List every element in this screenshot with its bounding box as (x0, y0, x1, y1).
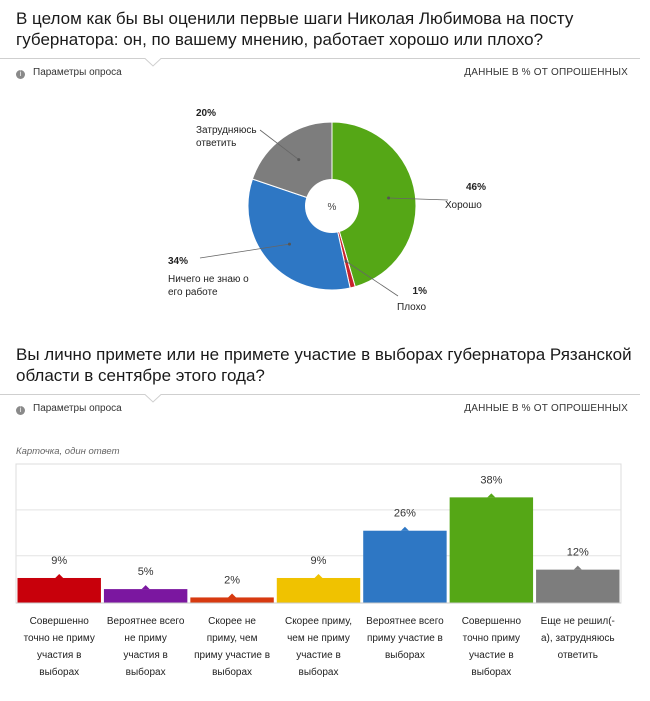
bar-category-label: выборах (299, 666, 339, 678)
bar-value-label: 9% (311, 555, 327, 567)
bar-value-label: 5% (138, 566, 154, 578)
bar-category-label: не приму (124, 633, 166, 644)
bar-category-label: участие в (469, 650, 514, 661)
bar (103, 589, 188, 603)
question1-title-line1: В целом как бы вы оценили первые шаги Ни… (16, 9, 574, 28)
bar-value-label: 26% (394, 508, 416, 520)
bar-category-label: точно приму (463, 633, 520, 644)
params-toggle[interactable]: Параметры опроса (33, 403, 122, 414)
bar-chart: 9% Совершенно точно не приму участия в выбор… (15, 463, 622, 678)
bar-marker (573, 565, 582, 570)
bar-value-label: 9% (51, 555, 67, 567)
bar-category-label: участие в (296, 650, 341, 661)
data-units-note: ДАННЫЕ В % ОТ ОПРОШЕННЫХ (464, 403, 628, 414)
bar-value-label: 38% (480, 474, 502, 486)
bar-category-label: Совершенно (462, 616, 522, 627)
bar-category-label: приму участие в (367, 633, 443, 644)
bar-category-label: выборах (126, 666, 166, 678)
bar-marker (314, 573, 323, 578)
chart-subcaption: Карточка, один ответ (16, 446, 120, 457)
bar-category-label: Совершенно (30, 616, 90, 627)
pie-slice-label: Плохо (397, 302, 426, 313)
pie-leader-line (345, 261, 399, 297)
bar-category-label: Еще не решил(- (541, 616, 615, 627)
bar-marker (55, 573, 64, 578)
data-units-note: ДАННЫЕ В % ОТ ОПРОШЕННЫХ (464, 67, 628, 78)
bar (536, 569, 620, 603)
pie-leader-line (259, 129, 299, 160)
pie-hole (305, 179, 359, 233)
pie-value-label: 1% (413, 286, 428, 297)
bar-category-label: точно не приму (24, 633, 95, 644)
question2-title: Вы лично примете или не примете участие … (16, 344, 636, 386)
bar-marker (141, 585, 150, 590)
pie-value-label: 34% (168, 256, 188, 267)
pie-slice-label: Хорошо (445, 200, 482, 211)
bar (449, 497, 534, 603)
bar (276, 577, 361, 603)
bar-category-label: выборах (471, 666, 511, 678)
bar-category-label: выборах (385, 649, 425, 661)
pie-leader-dot (287, 242, 291, 246)
pie-value-label: 20% (196, 108, 216, 119)
bar (17, 577, 101, 603)
bar-marker (228, 593, 237, 598)
question1-title-line2: губернатора: он, по вашему мнению, работ… (16, 30, 544, 49)
bar-value-label: 12% (567, 547, 589, 559)
pie-leader-dot (387, 196, 391, 200)
bar-category-label: выборах (212, 666, 252, 678)
bar-category-label: Вероятнее всего (366, 616, 444, 627)
question2-title-line1: Вы лично примете или не примете участие … (16, 345, 632, 364)
params-divider (0, 394, 640, 403)
info-icon[interactable]: i (16, 406, 25, 415)
info-icon[interactable]: i (16, 70, 25, 79)
pie-leader-line (199, 243, 290, 259)
pie-chart: % 46% Хорошо 1% Плохо 34% Ничего не знаю оего … (168, 108, 486, 313)
question2-title-line2: области в сентябре этого года? (16, 366, 265, 385)
question1-params-bar: i Параметры опроса ДАННЫЕ В % ОТ ОПРОШЕН… (0, 58, 650, 80)
params-divider (0, 58, 640, 67)
pie-slice (331, 121, 417, 288)
bar-value-label: 2% (224, 574, 240, 586)
bar-category-label: чем не приму (287, 633, 350, 644)
pie-slice-label: ответить (196, 138, 236, 149)
pie-slice (251, 121, 333, 207)
bar-category-label: приму, чем (207, 633, 258, 644)
pie-value-label: 46% (466, 182, 486, 193)
bar-category-label: Скорее приму, (285, 616, 352, 627)
pie-center-label: % (328, 202, 337, 213)
bar-marker (400, 526, 409, 531)
bar-marker (487, 493, 496, 498)
pie-leader-dot (297, 158, 301, 162)
bar-category-label: выборах (39, 666, 79, 678)
bar-category-label: Вероятнее всего (107, 616, 185, 627)
question1-title: В целом как бы вы оценили первые шаги Ни… (16, 8, 636, 50)
pie-leader-line (388, 197, 449, 201)
pie-slice-label: Затрудняюсь (196, 125, 257, 136)
bar-category-label: ответить (558, 650, 598, 661)
pie-leader-dot (344, 259, 348, 263)
bar (363, 530, 447, 603)
bar-category-label: а), затрудняюсь (541, 633, 615, 644)
bar (190, 597, 274, 603)
params-toggle[interactable]: Параметры опроса (33, 67, 122, 78)
bar-category-label: участия в (37, 650, 81, 661)
question2-params-bar: i Параметры опроса ДАННЫЕ В % ОТ ОПРОШЕН… (0, 394, 650, 416)
pie-slice-label: Ничего не знаю о (168, 274, 249, 285)
bar-category-label: приму участие в (194, 650, 270, 661)
pie-slice-label: его работе (168, 286, 218, 298)
bar-category-label: участия в (123, 650, 167, 661)
bar-category-label: Скорее не (208, 616, 256, 627)
